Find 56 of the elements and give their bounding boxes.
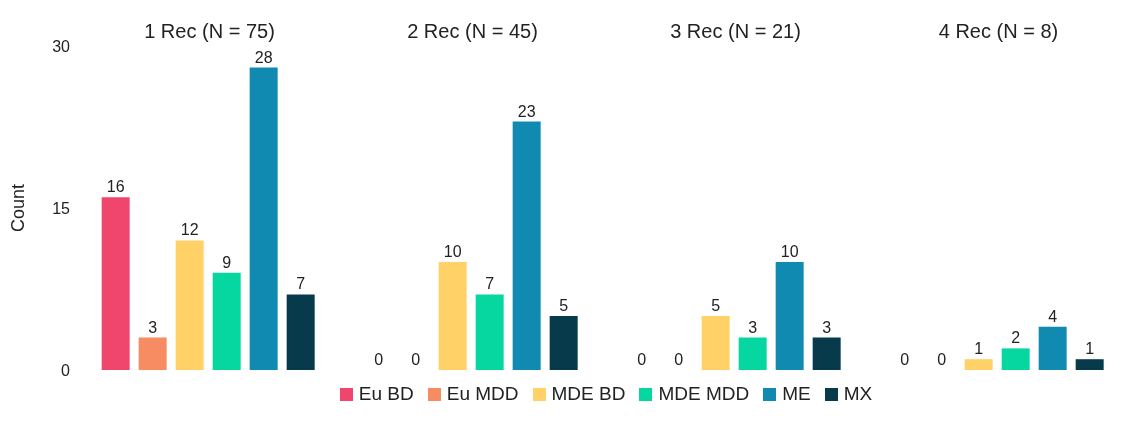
bar [1001,348,1030,370]
data-label: 10 [443,243,462,260]
data-label: 2 [1011,329,1021,347]
y-axis-title: Count [8,183,29,233]
y-tick-label: 0 [61,361,71,379]
x-tick-label: 4 Rec (N = 8) [938,20,1059,42]
data-label: 4 [1048,307,1058,325]
bar [138,337,167,370]
data-label: 9 [222,253,232,271]
data-label: 1 [974,340,984,358]
data-label: 0 [411,350,421,368]
legend-label: MDE MDD [658,382,750,406]
bar [1038,326,1067,370]
data-label: 3 [822,318,832,336]
legend-label: MX [843,382,873,406]
legend-label: Eu MDD [446,382,519,406]
bar [512,121,541,370]
bar [249,67,278,370]
x-tick-label: 3 Rec (N = 21) [670,20,801,42]
y-tick-label: 30 [52,37,71,55]
data-label: 16 [106,178,125,196]
legend-label: ME [782,382,811,406]
bar [738,337,767,370]
data-label: 5 [711,297,721,314]
data-label: 7 [296,275,306,293]
data-label: 5 [559,297,569,314]
bar [812,337,841,370]
data-label: 3 [748,318,758,336]
data-label: 0 [637,350,647,368]
data-label: 0 [374,350,384,368]
bar [775,262,804,370]
bar [549,316,578,370]
bar [438,262,467,370]
legend-label: MDE BD [551,382,626,406]
data-label: 0 [900,350,910,368]
data-label: 23 [517,102,536,120]
bar [175,240,204,370]
bar [286,294,315,370]
data-label: 0 [937,350,947,368]
bar [701,316,730,370]
bar [1075,359,1104,370]
legend-label: Eu BD [358,382,414,406]
data-label: 10 [780,243,799,260]
y-tick-label: 15 [52,199,71,217]
data-label: 7 [485,275,495,293]
x-tick-label: 1 Rec (N = 75) [144,20,275,42]
bar [475,294,504,370]
data-label: 0 [674,350,684,368]
bar [964,359,993,370]
x-tick-label: 2 Rec (N = 45) [407,20,538,42]
data-label: 12 [180,221,199,239]
bar [101,197,130,370]
data-label: 1 [1085,340,1095,358]
bar [212,272,241,370]
data-label: 3 [148,318,158,336]
data-label: 28 [254,48,273,66]
